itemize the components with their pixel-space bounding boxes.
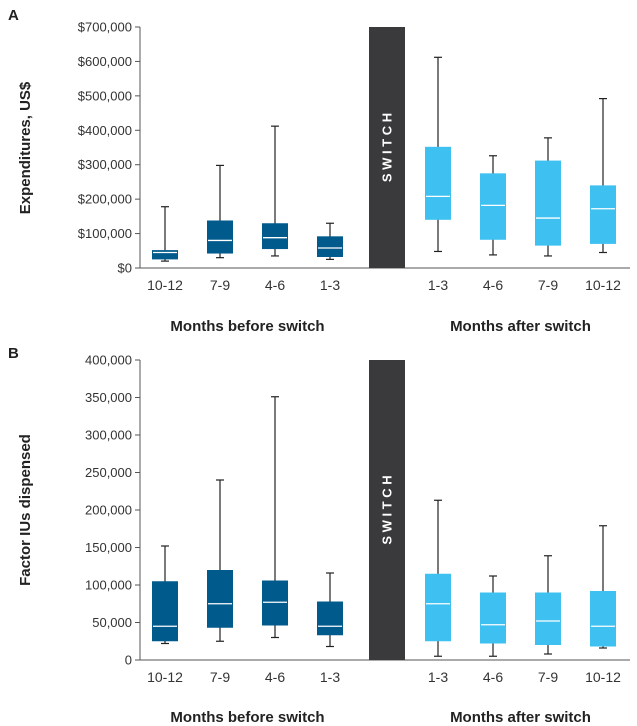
box [262,223,288,250]
box [535,160,561,246]
panel-letter: B [8,345,19,362]
x-tick-label: 1-3 [320,669,340,685]
box [425,573,451,642]
y-tick-label: $300,000 [78,157,132,172]
y-tick-label: $100,000 [78,226,132,241]
x-tick-label: 1-3 [320,277,340,293]
x-tick-label: 10-12 [585,277,621,293]
switch-label: S W I T C H [380,475,395,544]
y-tick-label: 300,000 [85,428,132,443]
y-tick-label: 0 [125,653,132,668]
box [262,580,288,626]
box [317,236,343,257]
x-tick-label: 10-12 [585,669,621,685]
x-tick-label: 4-6 [265,669,285,685]
box [152,581,178,642]
group-label: Months before switch [170,709,324,726]
box [207,220,233,254]
box [317,601,343,636]
x-tick-label: 7-9 [210,277,230,293]
x-tick-label: 4-6 [483,277,503,293]
y-tick-label: 200,000 [85,503,132,518]
box [425,146,451,220]
switch-bar [369,360,405,660]
panel-letter: A [8,7,19,24]
y-tick-label: 350,000 [85,390,132,405]
y-tick-label: $700,000 [78,20,132,35]
y-tick-label: $0 [118,261,132,276]
x-tick-label: 1-3 [428,277,448,293]
group-label: Months after switch [450,709,591,726]
x-tick-label: 10-12 [147,669,183,685]
y-tick-label: 250,000 [85,465,132,480]
x-tick-label: 7-9 [538,277,558,293]
y-tick-label: 50,000 [92,615,132,630]
x-tick-label: 1-3 [428,669,448,685]
box [480,173,506,240]
y-tick-label: 150,000 [85,540,132,555]
x-tick-label: 4-6 [265,277,285,293]
y-tick-label: $400,000 [78,123,132,138]
y-tick-label: 100,000 [85,578,132,593]
y-tick-label: $500,000 [78,88,132,103]
y-axis-label: Factor IUs dispensed [17,434,34,586]
y-tick-label: $600,000 [78,54,132,69]
x-tick-label: 7-9 [210,669,230,685]
chart-panel-a: A Expenditures, US$ $0 $100,000 $200,000 $300… [8,7,630,335]
y-tick-label: 400,000 [85,353,132,368]
y-tick-label: $200,000 [78,192,132,207]
group-label: Months after switch [450,318,591,335]
box [152,250,178,260]
y-axis-label: Expenditures, US$ [17,81,34,214]
box [590,591,616,647]
box [590,185,616,244]
box [207,570,233,628]
box [480,592,506,644]
switch-bar [369,27,405,268]
switch-label: S W I T C H [380,113,395,182]
x-tick-label: 4-6 [483,669,503,685]
x-tick-label: 10-12 [147,277,183,293]
x-tick-label: 7-9 [538,669,558,685]
group-label: Months before switch [170,318,324,335]
chart-panel-b: B Factor IUs dispensed 0 50,000 100,000 150,0… [8,345,630,726]
box [535,592,561,645]
